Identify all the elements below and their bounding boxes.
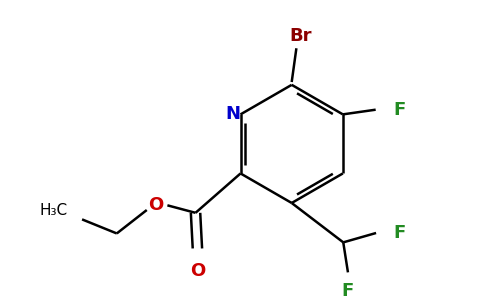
Text: F: F <box>393 224 406 242</box>
Text: O: O <box>149 196 164 214</box>
Text: F: F <box>393 101 405 119</box>
Text: H₃C: H₃C <box>40 202 68 217</box>
Text: F: F <box>342 282 354 300</box>
Text: N: N <box>226 105 241 123</box>
Text: Br: Br <box>290 27 312 45</box>
Text: O: O <box>190 262 205 280</box>
